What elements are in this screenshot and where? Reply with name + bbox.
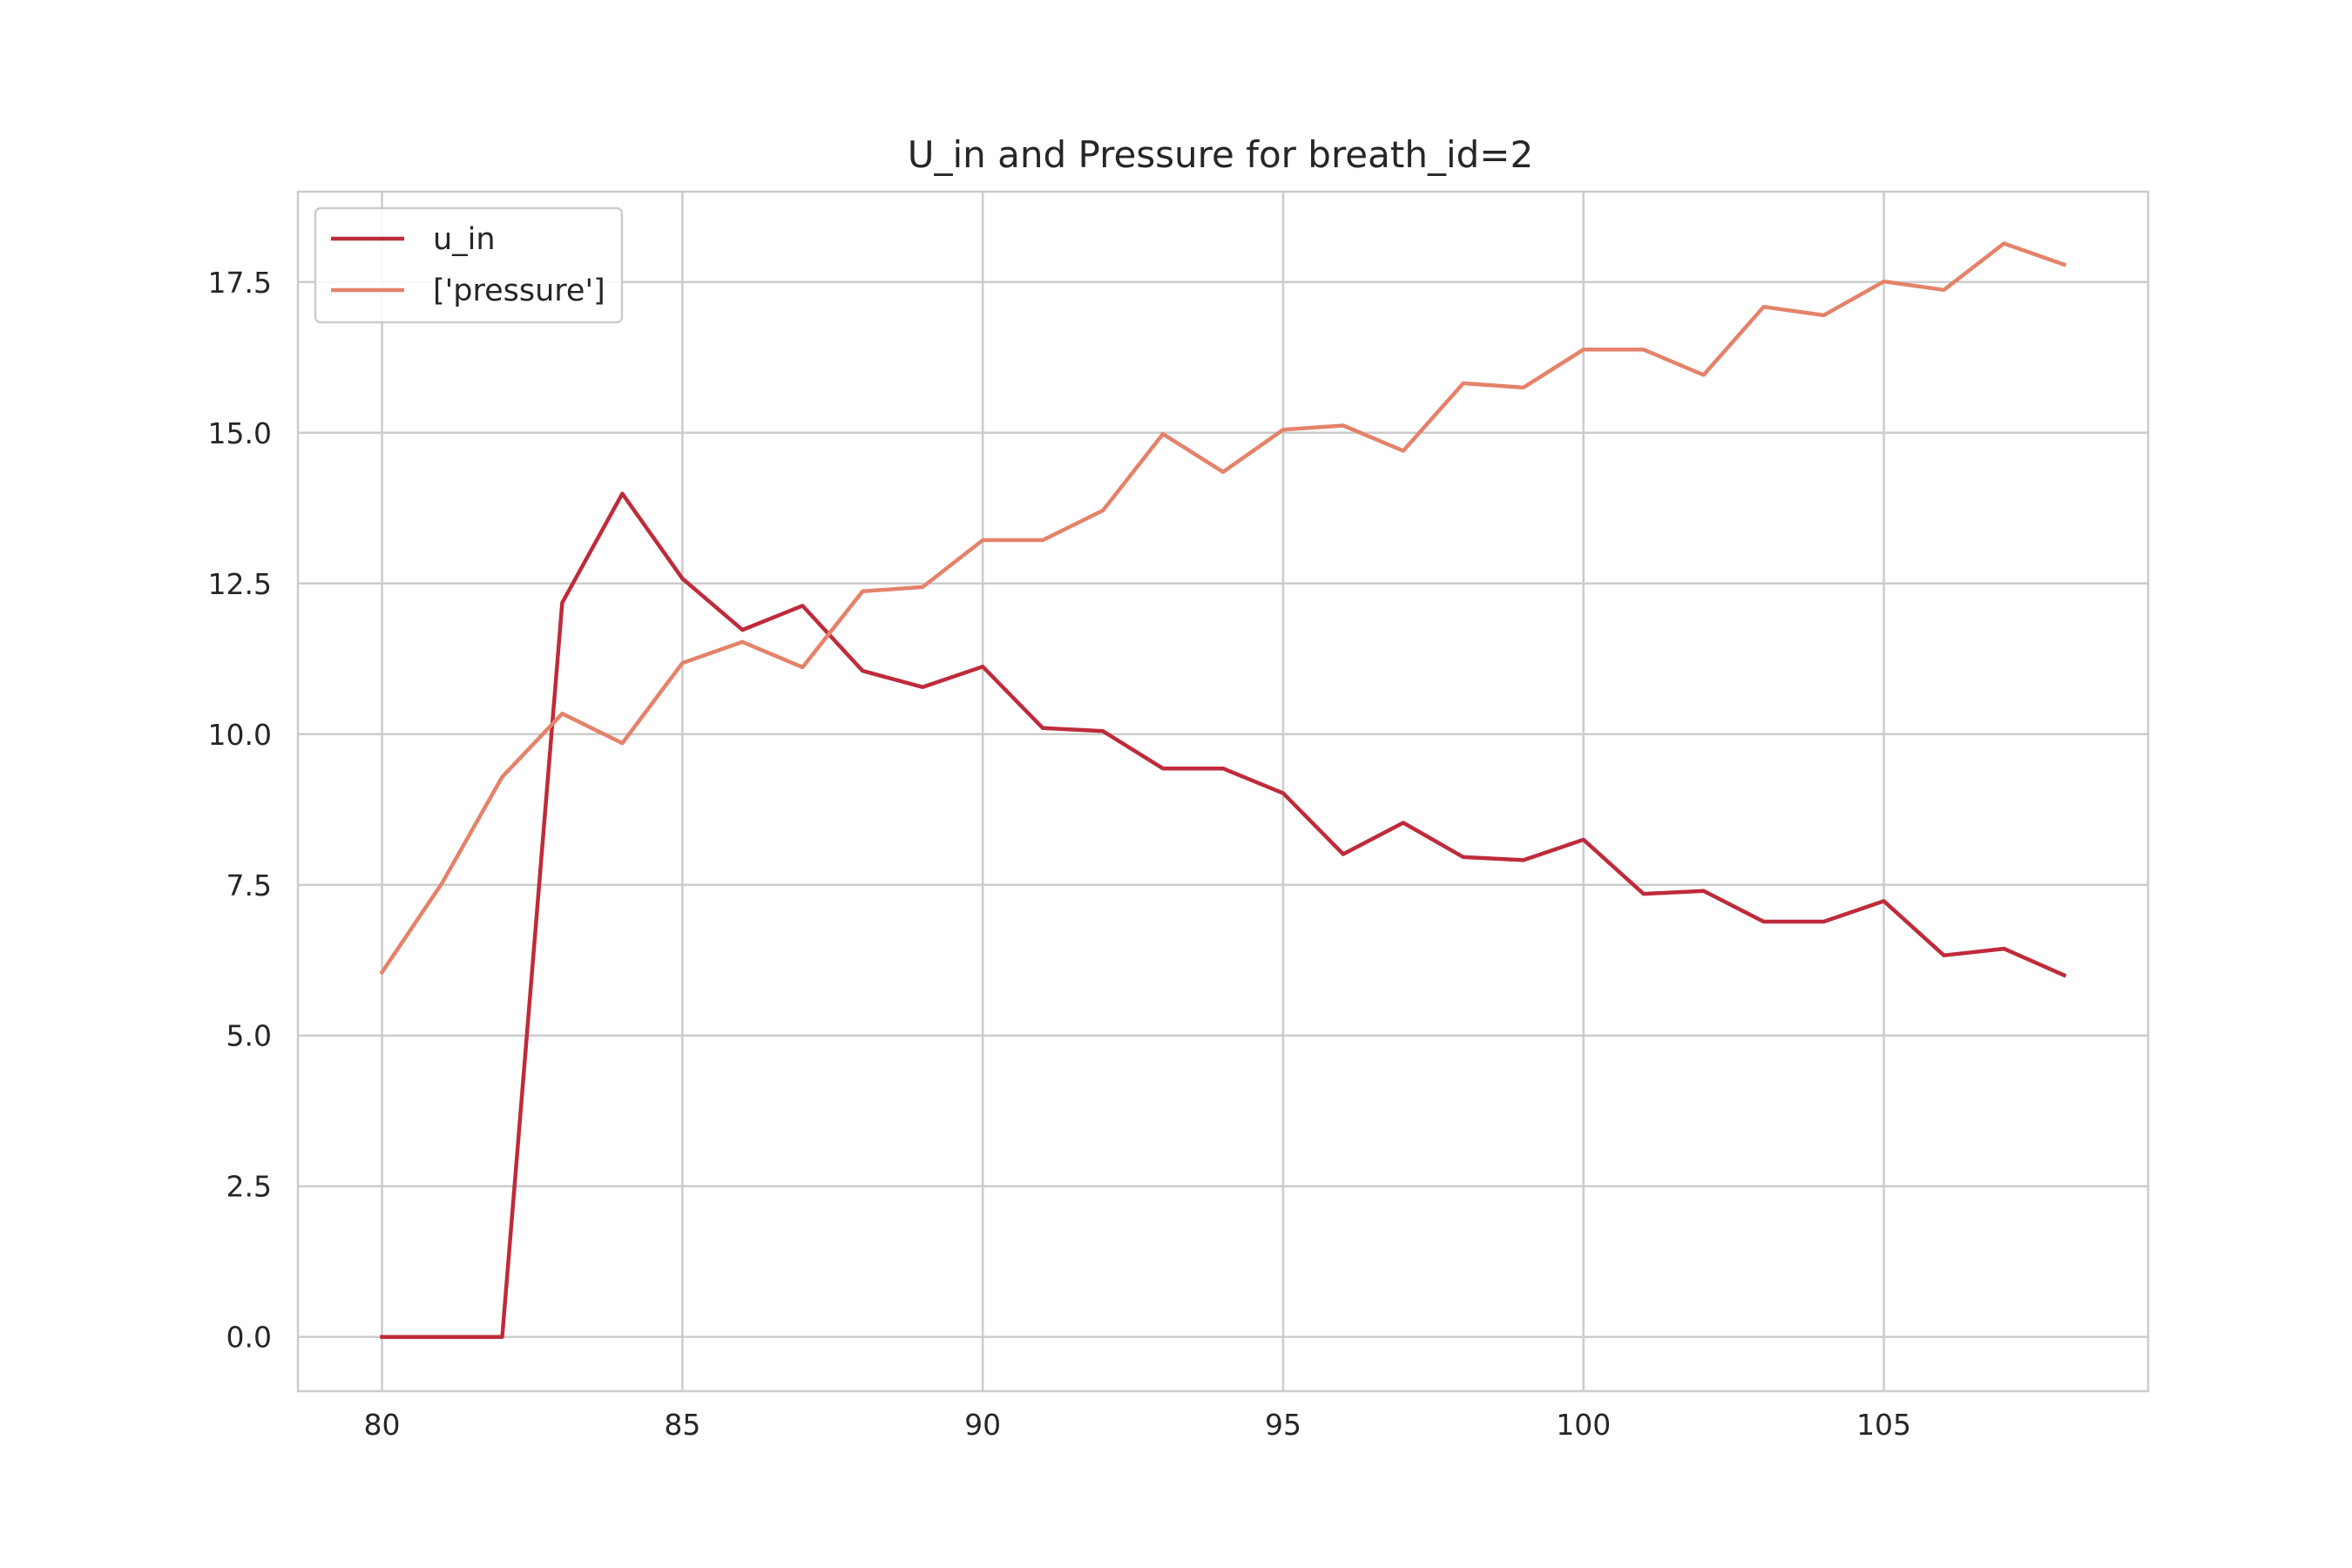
y-axis-ticks: 0.0 2.5 5.0 7.5 10.0 12.5 15.0 17.5 [208, 266, 272, 1355]
legend: u_in ['pressure'] [314, 206, 624, 324]
y-tick-label: 12.5 [208, 567, 272, 601]
series-line-pressure [379, 241, 2067, 976]
grid [298, 192, 2148, 1391]
y-tick-label: 7.5 [226, 868, 272, 902]
x-tick-label: 90 [964, 1408, 1001, 1442]
chart-title: U_in and Pressure for breath_id=2 [908, 133, 1533, 176]
y-tick-label: 17.5 [208, 266, 272, 300]
x-tick-label: 80 [364, 1408, 401, 1442]
y-tick-label: 15.0 [208, 416, 272, 450]
x-tick-label: 95 [1265, 1408, 1301, 1442]
legend-label: ['pressure'] [433, 274, 605, 308]
x-tick-label: 85 [664, 1408, 700, 1442]
series-layer [379, 241, 2067, 1339]
legend-label: u_in [433, 222, 496, 257]
y-tick-label: 10.0 [208, 718, 272, 752]
plot-frame [296, 190, 2150, 1393]
x-tick-label: 100 [1556, 1408, 1611, 1442]
y-tick-label: 0.0 [226, 1321, 272, 1355]
x-axis-ticks: 80 85 90 95 100 105 [364, 1408, 1912, 1442]
y-tick-label: 2.5 [226, 1170, 272, 1204]
y-tick-label: 5.0 [226, 1019, 272, 1053]
series-line-u-in [380, 491, 2067, 1339]
x-tick-label: 105 [1856, 1408, 1911, 1442]
